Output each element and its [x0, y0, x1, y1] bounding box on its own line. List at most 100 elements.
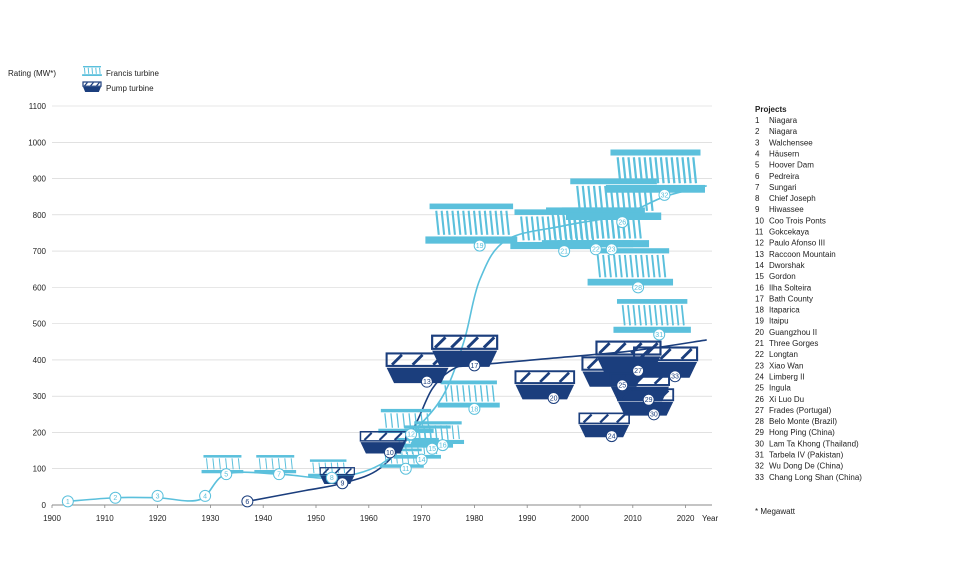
svg-text:22: 22	[592, 247, 600, 254]
project-badge: 31	[653, 328, 666, 341]
svg-text:20: 20	[550, 395, 558, 402]
projects-list: Projects 1 Niagara 2 Niagara 3 Walchensee 4 Häu…	[755, 105, 862, 482]
x-tick-label: 1950	[307, 514, 325, 523]
project-list-item: 15 Gordon	[755, 272, 796, 281]
project-list-item: 28 Belo Monte (Brazil)	[755, 417, 837, 426]
pump-turbine-icon	[514, 370, 576, 400]
project-list-item: 13 Raccoon Mountain	[755, 250, 836, 259]
pump-turbine-icon	[431, 334, 499, 367]
project-badge: 21	[558, 245, 571, 258]
svg-text:8: 8	[330, 475, 334, 482]
project-name: Hoover Dam	[769, 161, 814, 170]
project-badge: 18	[468, 402, 481, 415]
project-number: 14	[755, 261, 764, 270]
y-axis-label: Rating (MW*)	[8, 69, 56, 78]
legend-francis-label: Francis turbine	[106, 69, 159, 78]
project-name: Lam Ta Khong (Thailand)	[769, 439, 859, 448]
project-number: 28	[755, 417, 764, 426]
project-number: 3	[755, 138, 760, 147]
project-badge: 19	[473, 239, 486, 252]
project-list-item: 4 Häusern	[755, 149, 799, 158]
svg-text:24: 24	[608, 433, 616, 440]
project-name: Wu Dong De (China)	[769, 462, 843, 471]
svg-text:33: 33	[671, 374, 679, 381]
project-badge: 8	[325, 471, 338, 484]
y-tick-label: 300	[33, 392, 47, 401]
project-list-item: 27 Frades (Portugal)	[755, 406, 832, 415]
x-tick-label: 1930	[202, 514, 220, 523]
project-name: Chang Long Shan (China)	[769, 473, 862, 482]
project-list-item: 14 Dworshak	[755, 261, 806, 270]
x-tick-label: 1980	[466, 514, 484, 523]
project-number: 23	[755, 361, 764, 370]
project-list-item: 21 Three Gorges	[755, 339, 818, 348]
project-name: Raccoon Mountain	[769, 250, 836, 259]
project-name: Coo Trois Ponts	[769, 216, 826, 225]
svg-text:25: 25	[618, 383, 626, 390]
svg-text:12: 12	[407, 432, 415, 439]
project-number: 31	[755, 451, 764, 460]
project-list-item: 18 Itaparica	[755, 306, 800, 315]
svg-text:29: 29	[645, 397, 653, 404]
project-number: 27	[755, 406, 764, 415]
project-name: Paulo Afonso III	[769, 239, 825, 248]
project-list-item: 11 Gokcekaya	[755, 228, 810, 237]
svg-text:16: 16	[439, 443, 447, 450]
y-tick-label: 200	[33, 428, 47, 437]
svg-text:2: 2	[113, 495, 117, 502]
svg-text:21: 21	[560, 248, 568, 255]
svg-text:26: 26	[618, 219, 626, 226]
project-list-item: 6 Pedreira	[755, 172, 800, 181]
project-list-item: 31 Tarbela IV (Pakistan)	[755, 451, 844, 460]
project-badge: 26	[616, 216, 629, 229]
y-tick-label: 900	[33, 175, 47, 184]
project-name: Chief Joseph	[769, 194, 816, 203]
project-name: Walchensee	[769, 138, 813, 147]
project-number: 17	[755, 294, 764, 303]
project-badge: 24	[605, 430, 618, 443]
project-list-item: 17 Bath County	[755, 294, 813, 303]
project-badge: 6	[241, 495, 254, 508]
francis-turbine-legend-icon	[82, 66, 102, 76]
francis-turbine-icon	[587, 248, 674, 286]
project-name: Xi Luo Du	[769, 395, 804, 404]
project-name: Pedreira	[769, 172, 800, 181]
project-badge: 10	[383, 446, 396, 459]
project-list-item: 19 Itaipu	[755, 317, 789, 326]
francis-turbine-icon	[605, 149, 705, 193]
project-name: Itaipu	[769, 317, 789, 326]
x-tick-label: 2010	[624, 514, 642, 523]
svg-text:28: 28	[634, 285, 642, 292]
francis-turbine-icon	[437, 380, 500, 408]
project-badge: 20	[547, 391, 560, 404]
project-badge: 30	[647, 408, 660, 421]
project-number: 22	[755, 350, 764, 359]
svg-text:7: 7	[277, 472, 281, 479]
project-name: Itaparica	[769, 306, 800, 315]
x-tick-label: 1940	[254, 514, 272, 523]
project-name: Niagara	[769, 116, 798, 125]
project-number: 32	[755, 462, 764, 471]
turbine-icons	[201, 149, 705, 485]
project-list-item: 23 Xiao Wan	[755, 361, 803, 370]
francis-turbine-icon	[613, 299, 691, 333]
y-tick-label: 500	[33, 320, 47, 329]
footnote: * Megawatt	[755, 507, 796, 516]
project-name: Ingula	[769, 384, 791, 393]
project-list-item: 24 Limberg II	[755, 372, 805, 381]
project-list-item: 7 Sungari	[755, 183, 797, 192]
y-tick-labels: 0 100 200 300 400 500 600 700 800 900 1000 1100	[28, 102, 46, 510]
pump-turbine-icon	[578, 412, 630, 438]
project-badge: 12	[405, 428, 418, 441]
project-badge: 33	[669, 370, 682, 383]
francis-turbine-icon	[425, 203, 518, 244]
svg-text:6: 6	[245, 499, 249, 506]
project-name: Gokcekaya	[769, 228, 810, 237]
project-badge: 1	[61, 495, 74, 508]
project-badge: 13	[420, 375, 433, 388]
project-badge: 32	[658, 188, 671, 201]
project-number: 33	[755, 473, 764, 482]
project-badge: 11	[399, 462, 412, 475]
project-list-item: 9 Hiwassee	[755, 205, 804, 214]
